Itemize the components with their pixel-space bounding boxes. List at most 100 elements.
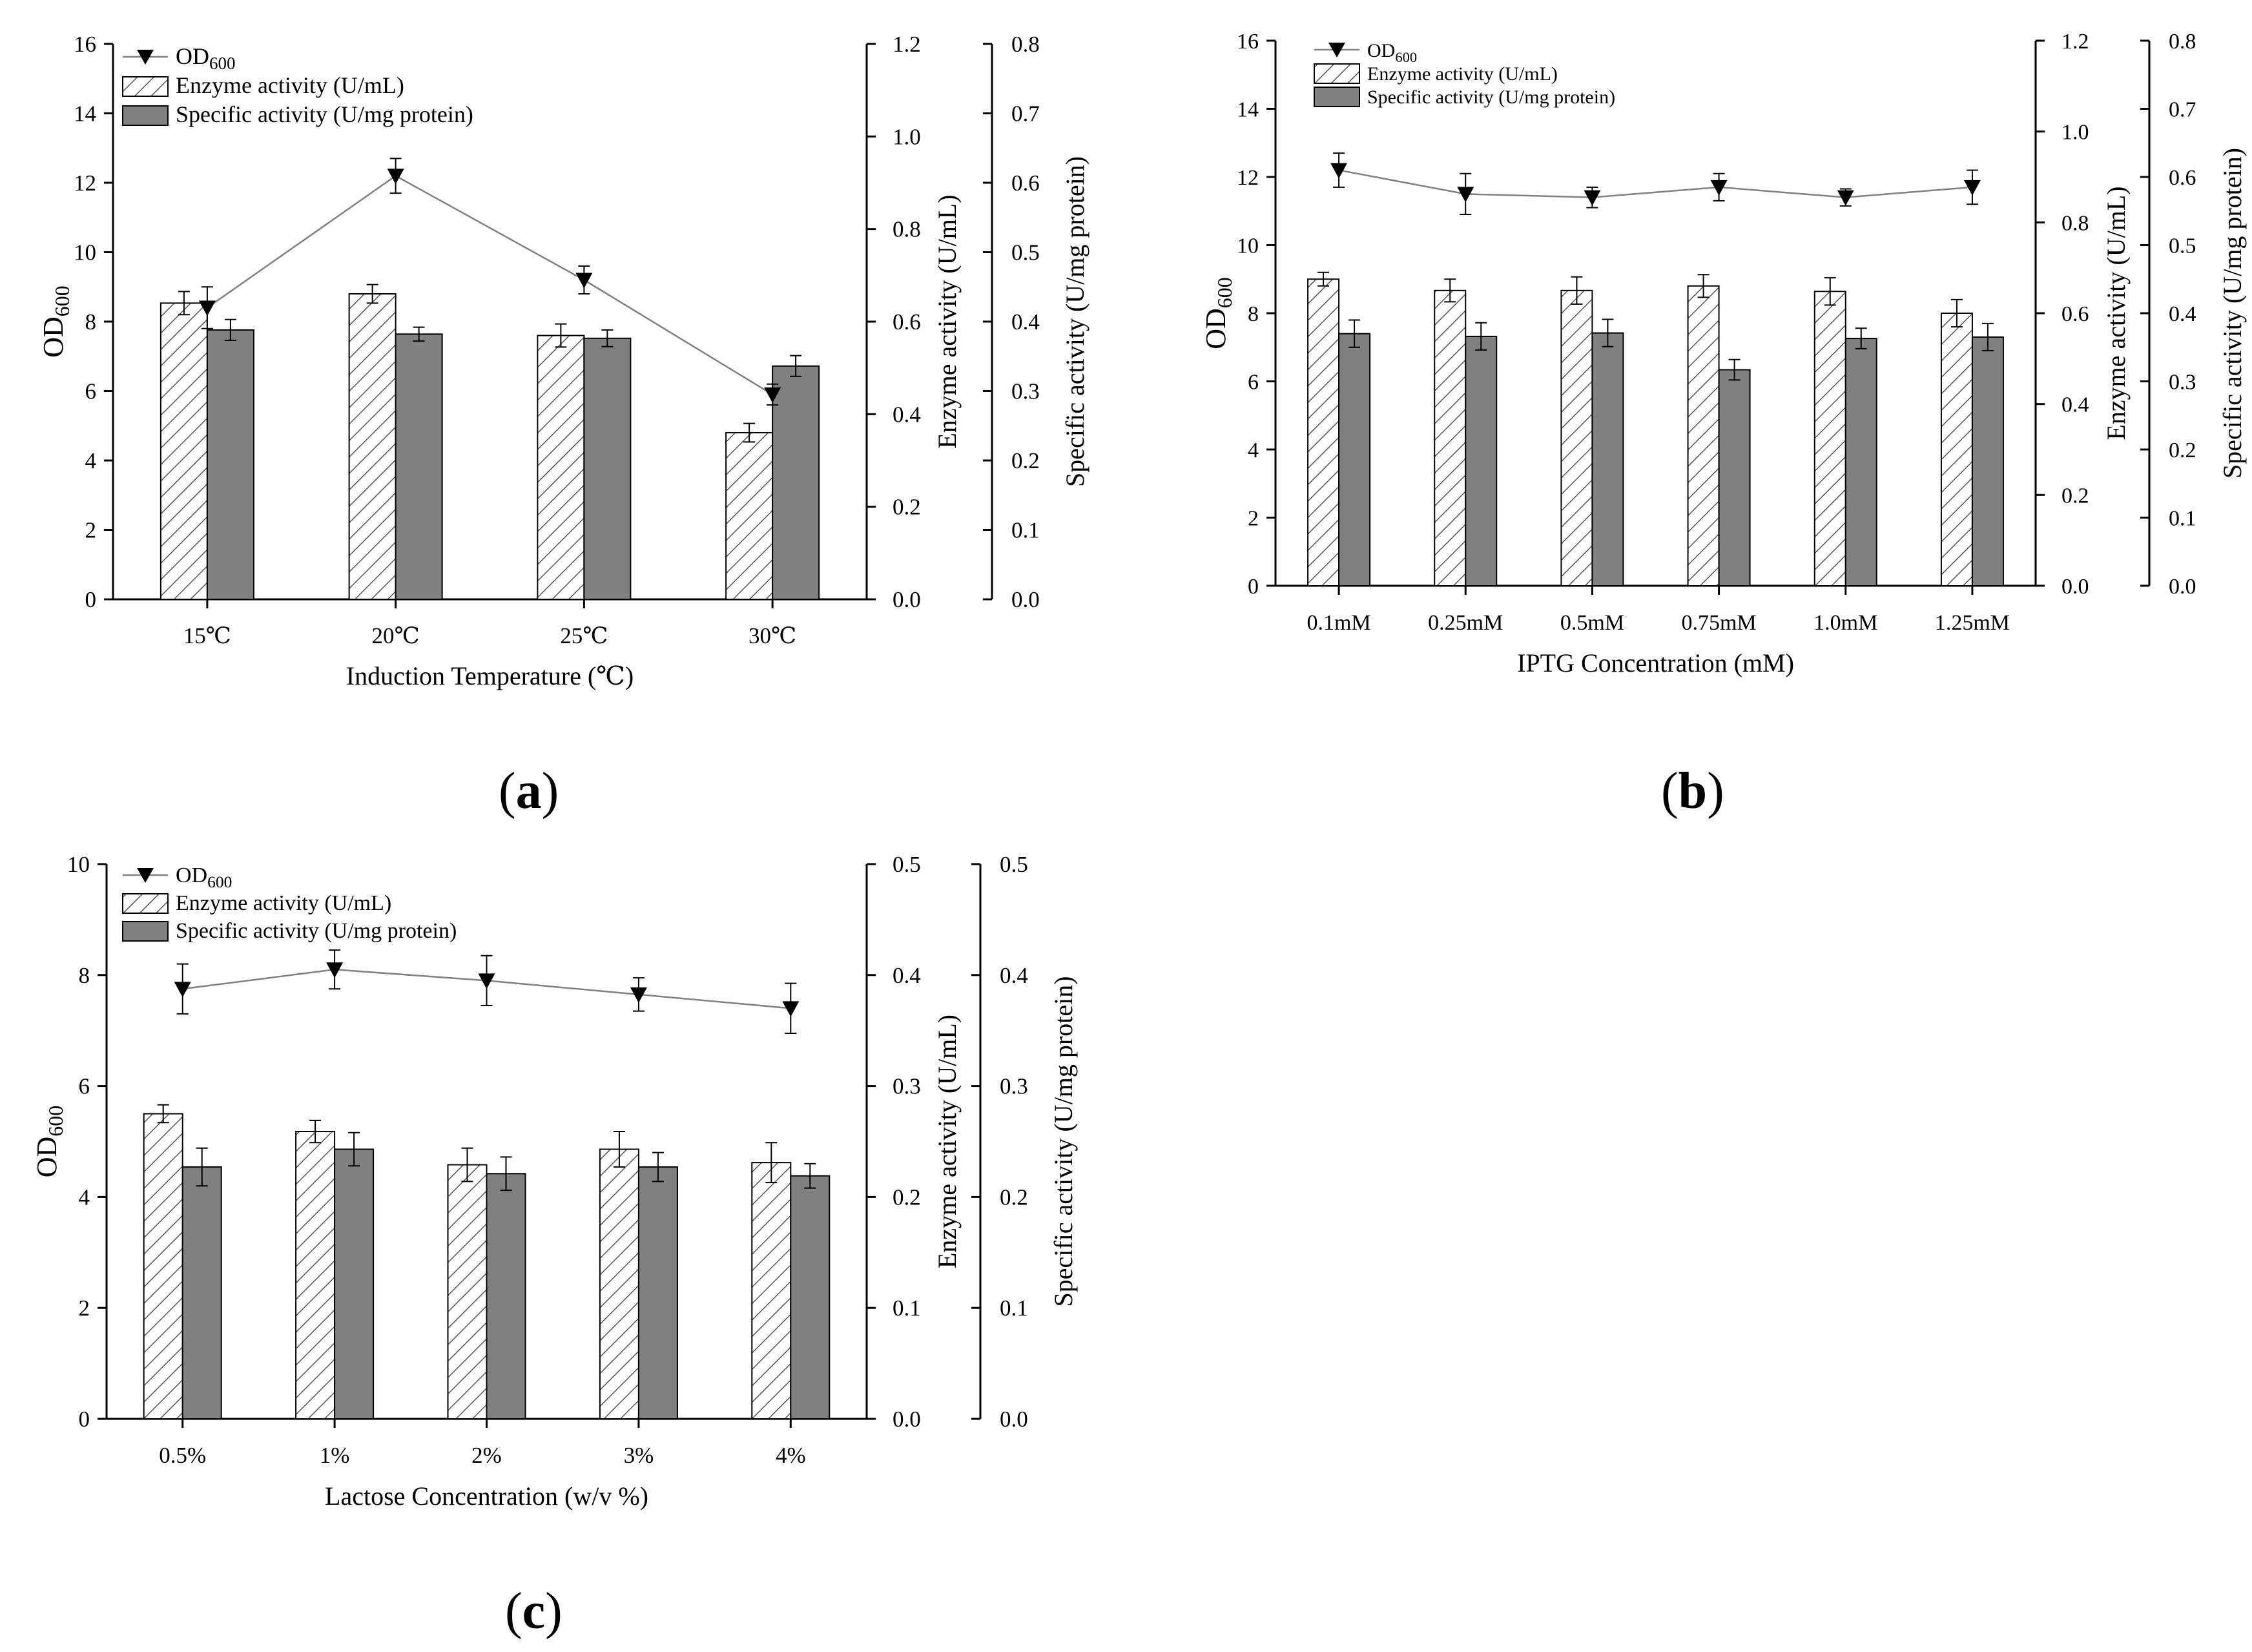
tick-label-right1: 0.0 — [893, 1407, 921, 1432]
bar-enzyme-activity — [1560, 289, 1593, 586]
tick-label-x: 0.75mM — [1681, 611, 1756, 635]
y-axis-left-title: OD600 — [31, 1106, 67, 1178]
tick-label-x: 1.0mM — [1813, 611, 1877, 635]
legend-specific-swatch — [122, 921, 169, 942]
tick-label-x: 15℃ — [183, 623, 231, 648]
legend-specific-text: Specific activity (U/mg protein) — [176, 101, 473, 127]
od600-marker — [326, 962, 344, 978]
od600-marker — [387, 169, 404, 185]
tick-label-right2: 0.4 — [2169, 302, 2196, 326]
bar-specific-activity — [1338, 333, 1371, 587]
tick-label-right2: 0.5 — [1011, 240, 1040, 265]
tick-label-right1: 0.4 — [893, 402, 921, 427]
tick-label-right2: 0.0 — [1000, 1407, 1028, 1432]
tick-label-x: 25℃ — [560, 623, 608, 648]
bar-enzyme-activity — [1940, 313, 1973, 586]
y-axis-left-title-sub: 600 — [44, 1106, 67, 1137]
tick-label-right2: 0.7 — [2169, 98, 2196, 122]
legend-od-marker — [137, 868, 154, 883]
bar-enzyme-activity — [143, 1113, 183, 1420]
tick-label-right2: 0.8 — [1011, 32, 1040, 57]
bar-enzyme-activity — [751, 1162, 792, 1420]
y-axis-left-title-sub: 600 — [1213, 277, 1236, 308]
tick-label-right2: 0.2 — [1000, 1184, 1028, 1210]
tick-label-right2: 0.5 — [2169, 234, 2196, 258]
tick-label-left: 8 — [1248, 302, 1259, 326]
tick-label-right1: 0.5 — [893, 852, 921, 877]
tick-label-right2: 0.8 — [2169, 30, 2196, 54]
tick-label-right1: 1.2 — [893, 32, 921, 57]
bar-enzyme-activity — [1307, 278, 1340, 586]
tick-label-right2: 0.2 — [1011, 448, 1040, 473]
tick-label-right2: 0.3 — [1000, 1074, 1028, 1099]
tick-label-right1: 0.4 — [2061, 393, 2089, 417]
tick-label-right1: 0.6 — [893, 309, 921, 335]
tick-label-left: 0 — [1248, 575, 1259, 599]
tick-label-left: 12 — [1237, 166, 1259, 190]
legend-od-marker — [137, 50, 154, 65]
od600-marker — [174, 982, 191, 998]
tick-label-right2: 0.4 — [1000, 963, 1028, 988]
legend-od-main: OD — [176, 43, 209, 69]
tick-label-x: 2% — [471, 1443, 502, 1468]
x-axis-title: IPTG Concentration (mM) — [1517, 648, 1794, 677]
legend-od-sub: 600 — [1395, 49, 1417, 65]
legend-enzyme-text: Enzyme activity (U/mL) — [1367, 63, 1558, 85]
bar-specific-activity — [583, 337, 632, 600]
tick-label-right2: 0.3 — [1011, 379, 1040, 404]
bar-specific-activity — [395, 333, 443, 600]
tick-label-left: 0 — [85, 587, 97, 612]
tick-label-right2: 0.1 — [2169, 507, 2196, 531]
tick-label-right1: 0.2 — [2061, 484, 2089, 508]
tick-label-x: 1.25mM — [1935, 611, 2010, 635]
tick-label-right2: 0.6 — [2169, 166, 2196, 190]
bar-specific-activity — [1591, 332, 1624, 586]
tick-label-left: 2 — [1248, 507, 1259, 531]
y-axis-left-title-sub: 600 — [50, 285, 74, 316]
legend-enzyme-text: Enzyme activity (U/mL) — [176, 891, 391, 915]
tick-label-x: 0.25mM — [1428, 611, 1503, 635]
bar-specific-activity — [1718, 369, 1751, 586]
y-axis-right2-title: Specific activity (U/mg protein) — [1060, 156, 1090, 487]
bar-enzyme-activity — [599, 1148, 639, 1420]
chart-panel-b: 0 2 4 6 8 10 12 14 16 0.0 0.2 0.4 0.6 0.8 1.0 1.2 0.0 0.1… — [1200, 30, 2247, 677]
legend-od-text: OD600 — [1367, 40, 1417, 65]
bar-specific-activity — [790, 1175, 831, 1420]
tick-label-left: 0 — [79, 1407, 90, 1432]
y-axis-right2-title: Specific activity (U/mg protein) — [1049, 976, 1078, 1306]
tick-label-right1: 1.0 — [2061, 121, 2089, 145]
od600-marker — [1457, 187, 1474, 203]
tick-label-right1: 0.0 — [2061, 575, 2089, 599]
tick-label-left: 6 — [1248, 371, 1259, 395]
y-axis-left-title-main: OD — [1200, 308, 1232, 349]
tick-label-left: 6 — [79, 1074, 90, 1099]
chart-panel-c: 0 2 4 6 8 10 0.0 0.1 0.2 0.3 0.4 0.5 0.0 0.1 0.2 0.3 0.4… — [31, 852, 1078, 1511]
y-axis-left-title-main: OD — [31, 1137, 63, 1178]
legend-specific-swatch — [1314, 87, 1360, 107]
tick-label-right2: 0.6 — [1011, 170, 1040, 196]
legend-od-marker — [1328, 43, 1345, 57]
tick-label-right2: 0.4 — [1011, 309, 1040, 335]
bar-specific-activity — [486, 1173, 526, 1420]
y-axis-right1-title: Enzyme activity (U/mL) — [2102, 186, 2131, 440]
tick-label-left: 2 — [79, 1296, 90, 1321]
tick-label-right1: 0.2 — [893, 495, 921, 520]
od600-marker — [630, 987, 647, 1003]
tick-label-left: 4 — [79, 1184, 90, 1210]
bar-specific-activity — [637, 1166, 678, 1420]
od600-marker — [782, 1001, 800, 1017]
panel-label-a: (a) — [499, 763, 559, 820]
tick-label-x: 0.5% — [159, 1443, 206, 1468]
tick-label-left: 16 — [1237, 30, 1259, 54]
tick-label-x: 0.1mM — [1307, 611, 1370, 635]
tick-label-right2: 0.0 — [1011, 587, 1040, 612]
tick-label-right2: 0.0 — [2169, 575, 2196, 599]
panel-label-b: (b) — [1661, 763, 1724, 820]
x-axis-title: Induction Temperature (℃) — [346, 661, 634, 690]
legend-od-sub: 600 — [209, 54, 236, 73]
legend-enzyme-text: Enzyme activity (U/mL) — [176, 72, 404, 98]
tick-label-right2: 0.3 — [2169, 371, 2196, 395]
tick-label-left: 2 — [85, 518, 97, 543]
legend-od-main: OD — [176, 863, 207, 887]
